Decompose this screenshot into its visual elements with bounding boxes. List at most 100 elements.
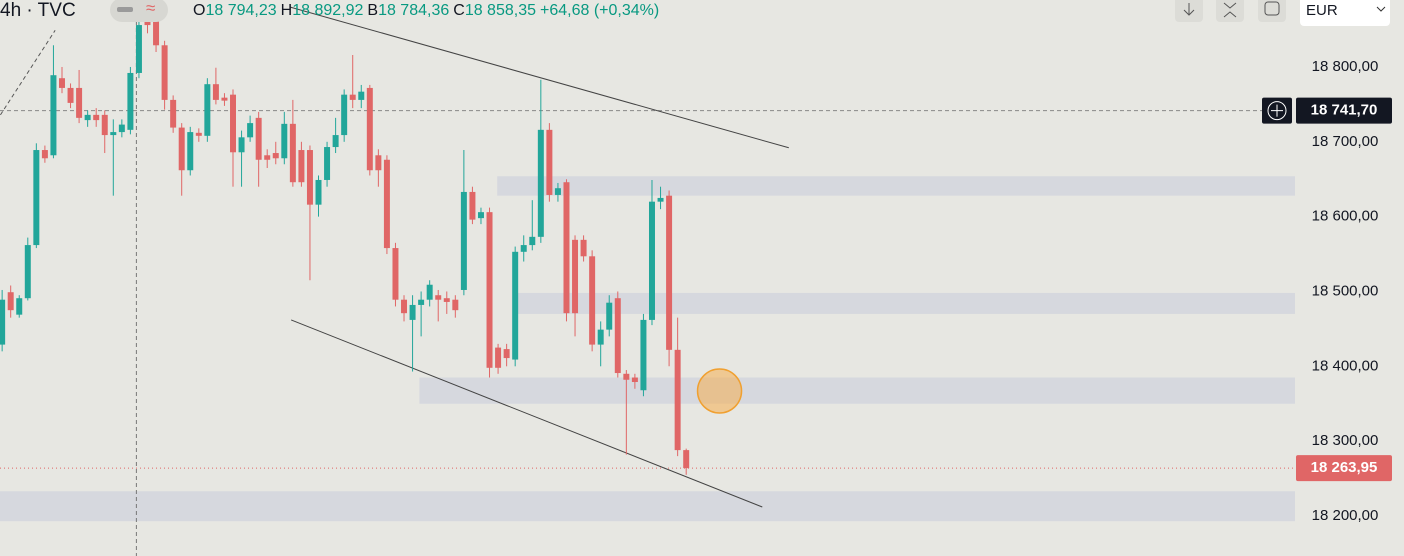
candle-body xyxy=(401,299,408,314)
candle-body xyxy=(101,114,108,136)
candle-body xyxy=(255,117,262,160)
candle-body xyxy=(520,245,527,252)
zone xyxy=(497,176,1295,196)
candle-body xyxy=(195,132,202,136)
candle-body xyxy=(204,84,211,136)
candle-body xyxy=(332,135,339,148)
candle-body xyxy=(178,127,185,171)
zone xyxy=(0,491,1295,522)
candle-body xyxy=(366,87,373,171)
last-price-label: 18 263,95 xyxy=(1311,459,1378,476)
candle-body xyxy=(640,319,647,391)
candle-body xyxy=(443,298,450,302)
candle-body xyxy=(67,87,74,103)
candle-body xyxy=(153,15,160,46)
candle-body xyxy=(606,302,613,330)
candle-body xyxy=(537,129,544,237)
candle-body xyxy=(477,212,484,219)
candle-body xyxy=(135,25,142,73)
candle-body xyxy=(683,450,690,469)
candle-body xyxy=(572,239,579,314)
candle-body xyxy=(666,195,673,350)
chevron xyxy=(1376,6,1386,12)
currency-select[interactable] xyxy=(1300,0,1390,26)
collapse-arrows xyxy=(1223,2,1237,18)
candle-body xyxy=(623,373,630,380)
marker-circle xyxy=(696,368,743,414)
candle-body xyxy=(58,78,65,88)
candle-body xyxy=(0,299,6,345)
add-plus xyxy=(1271,104,1283,117)
candle-body xyxy=(341,94,348,136)
candle-body xyxy=(409,304,416,320)
candle-body xyxy=(161,45,168,100)
candle-body xyxy=(16,298,23,315)
candle-body xyxy=(563,182,570,314)
candle-body xyxy=(93,114,100,121)
candle-body xyxy=(118,124,125,133)
y-tick-label: 18 600,00 xyxy=(1312,208,1379,225)
ohlc-key: B xyxy=(367,2,378,19)
ohlc-value: 18 858,35 xyxy=(465,2,536,19)
candle-body xyxy=(247,123,254,138)
candle-body xyxy=(289,123,296,183)
candle-body xyxy=(41,150,48,159)
candle-body xyxy=(7,292,14,311)
zone xyxy=(516,292,1295,314)
candle-body xyxy=(648,201,655,320)
collapse-button[interactable] xyxy=(1216,0,1244,22)
y-tick-label: 18 200,00 xyxy=(1312,507,1379,524)
ohlc-value: 18 892,92 xyxy=(292,2,363,19)
toolbar-icons xyxy=(1175,0,1390,26)
candle-body xyxy=(460,191,467,290)
candle-body xyxy=(631,377,638,383)
candle-body xyxy=(554,188,561,195)
candle-body xyxy=(281,123,288,159)
y-tick-label: 18 300,00 xyxy=(1312,432,1379,449)
candle-body xyxy=(315,179,322,205)
candle-body xyxy=(418,299,425,305)
candle-body xyxy=(435,295,442,300)
candle-body xyxy=(272,153,279,159)
candle-body xyxy=(33,150,40,246)
candle-body xyxy=(589,256,596,345)
ohlc-key: H xyxy=(281,2,293,19)
y-tick-label: 18 700,00 xyxy=(1312,133,1379,150)
change: +64,68 (+0,34%) xyxy=(540,2,659,19)
ohlc-value: 18 794,23 xyxy=(205,2,276,19)
candle-body xyxy=(486,212,493,368)
indicator-pill[interactable] xyxy=(110,0,168,22)
candle-body xyxy=(392,248,399,300)
candle-body xyxy=(674,349,681,451)
y-tick-label: 18 400,00 xyxy=(1312,357,1379,374)
candle-body xyxy=(127,72,134,130)
candle-body xyxy=(503,349,510,359)
candle-body xyxy=(375,155,382,171)
zone xyxy=(419,377,1295,404)
last-price-box xyxy=(1296,455,1392,482)
wave-icon[interactable]: ≈ xyxy=(146,0,155,17)
fullscreen-button[interactable] xyxy=(1258,0,1286,22)
dashed-trendline xyxy=(0,30,56,116)
fullscreen-icon xyxy=(1264,1,1280,16)
plot-area xyxy=(0,0,1295,556)
candle-body xyxy=(24,245,31,299)
trendline xyxy=(290,319,763,508)
candle-body xyxy=(512,251,519,360)
candle-body xyxy=(50,75,57,156)
candle-body xyxy=(230,94,236,153)
ohlc-key: C xyxy=(453,2,465,19)
y-tick-label: 18 800,00 xyxy=(1312,58,1379,75)
candle-body xyxy=(426,284,433,300)
candle-body xyxy=(212,84,219,100)
add-icon xyxy=(1267,101,1287,121)
candle-body xyxy=(529,236,536,246)
candle-body xyxy=(84,114,91,121)
candle-body xyxy=(383,159,390,249)
candle-body xyxy=(614,298,621,374)
currency: EUR xyxy=(1306,2,1338,19)
collapse-icon[interactable] xyxy=(117,7,133,12)
candle-body xyxy=(580,239,587,257)
candle-body xyxy=(469,191,476,220)
header: 4h · TVC ≈ EUR O 18 794,23 H 18 892,92 B 18 7… xyxy=(0,0,1390,26)
